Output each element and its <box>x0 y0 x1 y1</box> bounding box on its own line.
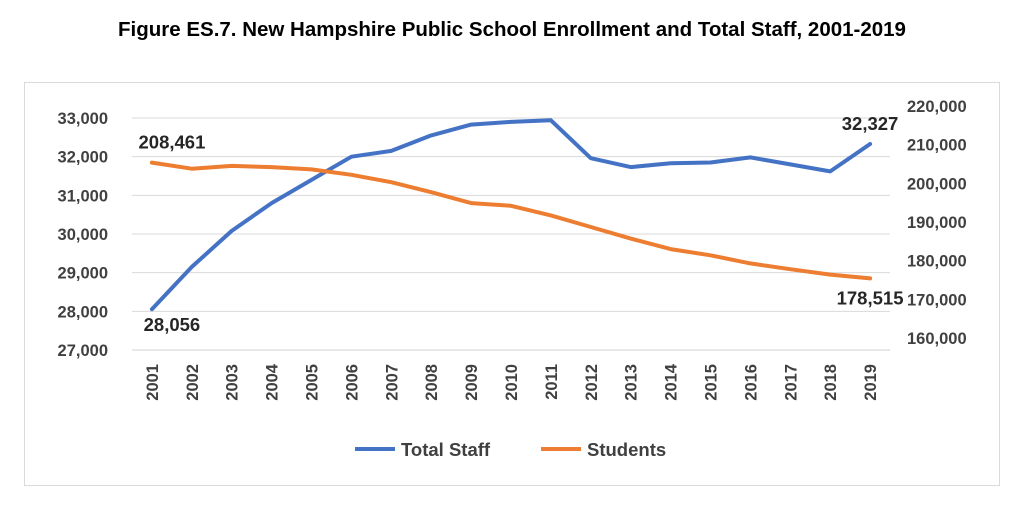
right-y-tick-label: 190,000 <box>907 214 967 232</box>
legend: Total Staff Students <box>355 439 666 460</box>
x-tick-label: 2008 <box>423 364 441 401</box>
right-y-tick-label: 200,000 <box>907 175 967 193</box>
data-label: 178,515 <box>837 287 904 308</box>
x-tick-label: 2014 <box>663 363 681 401</box>
x-tick-label: 2011 <box>543 364 561 400</box>
x-tick-label: 2012 <box>583 364 601 401</box>
x-tick-label: 2017 <box>782 364 800 401</box>
left-y-tick-label: 31,000 <box>58 187 108 205</box>
series-line-students <box>149 160 873 281</box>
x-tick-label: 2006 <box>343 364 361 401</box>
left-y-tick-label: 29,000 <box>58 265 108 283</box>
left-y-tick-label: 27,000 <box>58 342 108 360</box>
legend-label: Students <box>587 439 666 460</box>
x-tick-label: 2005 <box>304 364 322 401</box>
x-tick-label: 2002 <box>184 364 202 401</box>
x-tick-label: 2010 <box>503 364 521 401</box>
x-axis-ticks: 2001 2002 2003 2004 2005 2006 2007 2008 2009 2010… <box>144 363 880 401</box>
legend-label: Total Staff <box>401 439 491 460</box>
right-y-tick-label: 210,000 <box>907 137 967 155</box>
right-y-tick-label: 170,000 <box>907 291 967 309</box>
data-label: 208,461 <box>139 132 206 153</box>
chart-frame <box>24 82 1000 486</box>
chart-title: Figure ES.7. New Hampshire Public School… <box>118 18 906 41</box>
x-tick-label: 2001 <box>144 364 162 401</box>
x-tick-label: 2009 <box>463 364 481 401</box>
data-labels: 208,461 28,056 32,327 178,515 <box>139 113 904 335</box>
left-y-tick-label: 32,000 <box>58 149 108 167</box>
left-y-axis-ticks: 27,000 28,000 29,000 30,000 31,000 32,000 33,0… <box>58 110 108 360</box>
x-tick-label: 2019 <box>862 364 880 401</box>
x-tick-label: 2016 <box>742 364 760 401</box>
left-y-tick-label: 33,000 <box>58 110 108 128</box>
left-y-tick-label: 30,000 <box>58 226 108 244</box>
data-label: 28,056 <box>144 314 201 335</box>
x-tick-label: 2007 <box>383 364 401 401</box>
right-y-axis-ticks: 160,000 170,000 180,000 190,000 200,000 210,0… <box>907 98 967 348</box>
gridlines <box>132 117 890 351</box>
series-lines <box>149 118 873 312</box>
x-tick-label: 2013 <box>623 364 641 401</box>
x-tick-label: 2018 <box>822 364 840 401</box>
series-line-total-staff <box>149 118 873 312</box>
x-tick-label: 2015 <box>702 364 720 401</box>
right-y-tick-label: 220,000 <box>907 98 967 116</box>
right-y-tick-label: 160,000 <box>907 330 967 348</box>
x-tick-label: 2003 <box>224 364 242 401</box>
x-tick-label: 2004 <box>264 363 282 401</box>
right-y-tick-label: 180,000 <box>907 253 967 271</box>
data-label: 32,327 <box>842 113 899 134</box>
left-y-tick-label: 28,000 <box>58 303 108 321</box>
